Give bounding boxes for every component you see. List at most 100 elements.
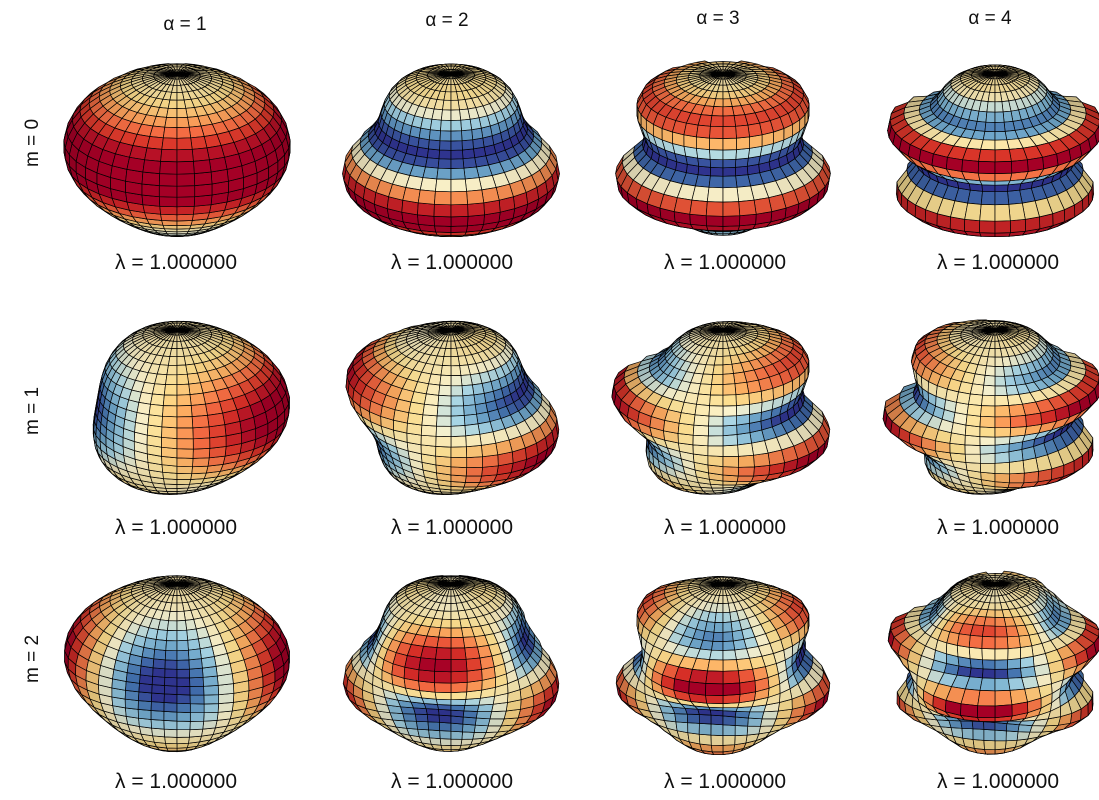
mesh-cell xyxy=(193,171,213,186)
mesh-cell xyxy=(994,461,1011,475)
mesh-cell xyxy=(176,373,190,386)
mesh-cell xyxy=(982,131,996,141)
mesh-cell xyxy=(980,190,996,206)
mesh-cell xyxy=(176,137,193,151)
mesh-cell xyxy=(994,111,1005,123)
mesh-cell xyxy=(708,405,724,417)
mesh-cell xyxy=(964,453,981,464)
mesh-cell xyxy=(722,363,734,375)
mesh-cell xyxy=(481,187,500,204)
mesh-cell xyxy=(462,157,477,169)
column-label-alpha-3: α = 3 xyxy=(696,8,740,29)
mesh-cell xyxy=(176,483,190,489)
mesh-cell xyxy=(1004,375,1017,387)
mesh-cell xyxy=(450,395,464,407)
mesh-cell xyxy=(710,384,724,396)
mesh-cell xyxy=(176,473,193,480)
mesh-cell xyxy=(987,91,996,103)
mesh-cell xyxy=(428,373,442,386)
mesh-cell xyxy=(711,373,724,385)
mesh-cell xyxy=(438,384,452,397)
mesh-cell xyxy=(450,216,469,227)
mesh-cell xyxy=(176,196,196,208)
mesh-cell xyxy=(463,482,481,488)
mesh-cell xyxy=(986,101,996,113)
mesh-cell xyxy=(166,107,178,119)
mesh-cell xyxy=(1007,482,1025,488)
mesh-cell xyxy=(736,136,750,150)
mesh-cell xyxy=(722,373,736,385)
mesh-cell xyxy=(450,178,467,193)
mesh-cell xyxy=(700,373,714,385)
mesh-cell xyxy=(450,91,459,101)
mesh-cell xyxy=(1008,460,1025,475)
mesh-cell xyxy=(735,392,750,406)
mesh-cell xyxy=(1009,415,1027,428)
mesh-cell xyxy=(423,393,440,406)
mesh-cell xyxy=(176,427,194,440)
mesh-cell xyxy=(979,453,996,464)
mesh-cell xyxy=(678,412,696,426)
mesh-cell xyxy=(450,140,463,151)
mesh-cell xyxy=(708,415,724,427)
mesh-cell xyxy=(733,371,748,385)
mesh-cell xyxy=(734,165,749,177)
mesh-cell xyxy=(190,136,208,150)
mesh-cell xyxy=(193,159,212,174)
mesh-cell xyxy=(994,427,1011,438)
mesh-cell xyxy=(420,117,433,131)
mesh-cell xyxy=(142,159,161,174)
mesh-cell xyxy=(709,125,724,139)
mesh-cell xyxy=(450,149,464,160)
mesh-cell xyxy=(435,178,452,193)
mesh-cell xyxy=(984,121,996,133)
mesh-cell xyxy=(1027,156,1045,172)
mesh-cell xyxy=(450,456,468,468)
surface-r2-c0 xyxy=(64,575,290,753)
mesh-cell xyxy=(465,466,483,477)
mesh-cell xyxy=(738,199,757,217)
mesh-cell xyxy=(191,465,209,475)
mesh-cell xyxy=(167,99,178,109)
mesh-cell xyxy=(176,148,194,163)
mesh-cell xyxy=(722,444,739,457)
mesh-cell xyxy=(980,139,996,151)
mesh-cell xyxy=(1009,218,1026,233)
mesh-cell xyxy=(1025,412,1043,427)
mesh-cell xyxy=(191,415,210,429)
mesh-cell xyxy=(735,147,751,160)
mesh-cell xyxy=(209,156,228,173)
mesh-cell xyxy=(148,403,164,417)
mesh-cell xyxy=(709,115,724,128)
mesh-cell xyxy=(994,131,1008,141)
mesh-cell xyxy=(188,125,205,139)
mesh-cell xyxy=(162,126,178,139)
mesh-cell xyxy=(737,442,754,457)
mesh-cell xyxy=(983,375,996,387)
mesh-cell xyxy=(466,189,485,205)
mesh-cell xyxy=(689,199,708,217)
mesh-cell xyxy=(158,185,178,198)
mesh-cell xyxy=(722,394,737,407)
mesh-cell xyxy=(464,177,483,192)
mesh-cell xyxy=(188,382,204,395)
surface-r1-c0 xyxy=(92,320,290,495)
mesh-cell xyxy=(708,175,724,189)
mesh-cell xyxy=(189,392,206,406)
mesh-cell xyxy=(696,124,711,139)
mesh-cell xyxy=(964,444,981,455)
mesh-cell xyxy=(695,147,711,160)
mesh-cell xyxy=(722,415,737,427)
mesh-cell xyxy=(979,220,996,234)
mesh-cell xyxy=(176,457,194,468)
mesh-cell xyxy=(176,383,191,396)
mesh-cell xyxy=(440,365,452,376)
mesh-cell xyxy=(141,183,160,198)
mesh-cell xyxy=(961,159,979,174)
mesh-cell xyxy=(722,167,736,177)
mesh-cell xyxy=(736,403,750,417)
mesh-cell xyxy=(158,173,178,187)
mesh-cell xyxy=(713,355,724,366)
mesh-cell xyxy=(433,203,452,218)
mesh-cell xyxy=(450,130,463,142)
